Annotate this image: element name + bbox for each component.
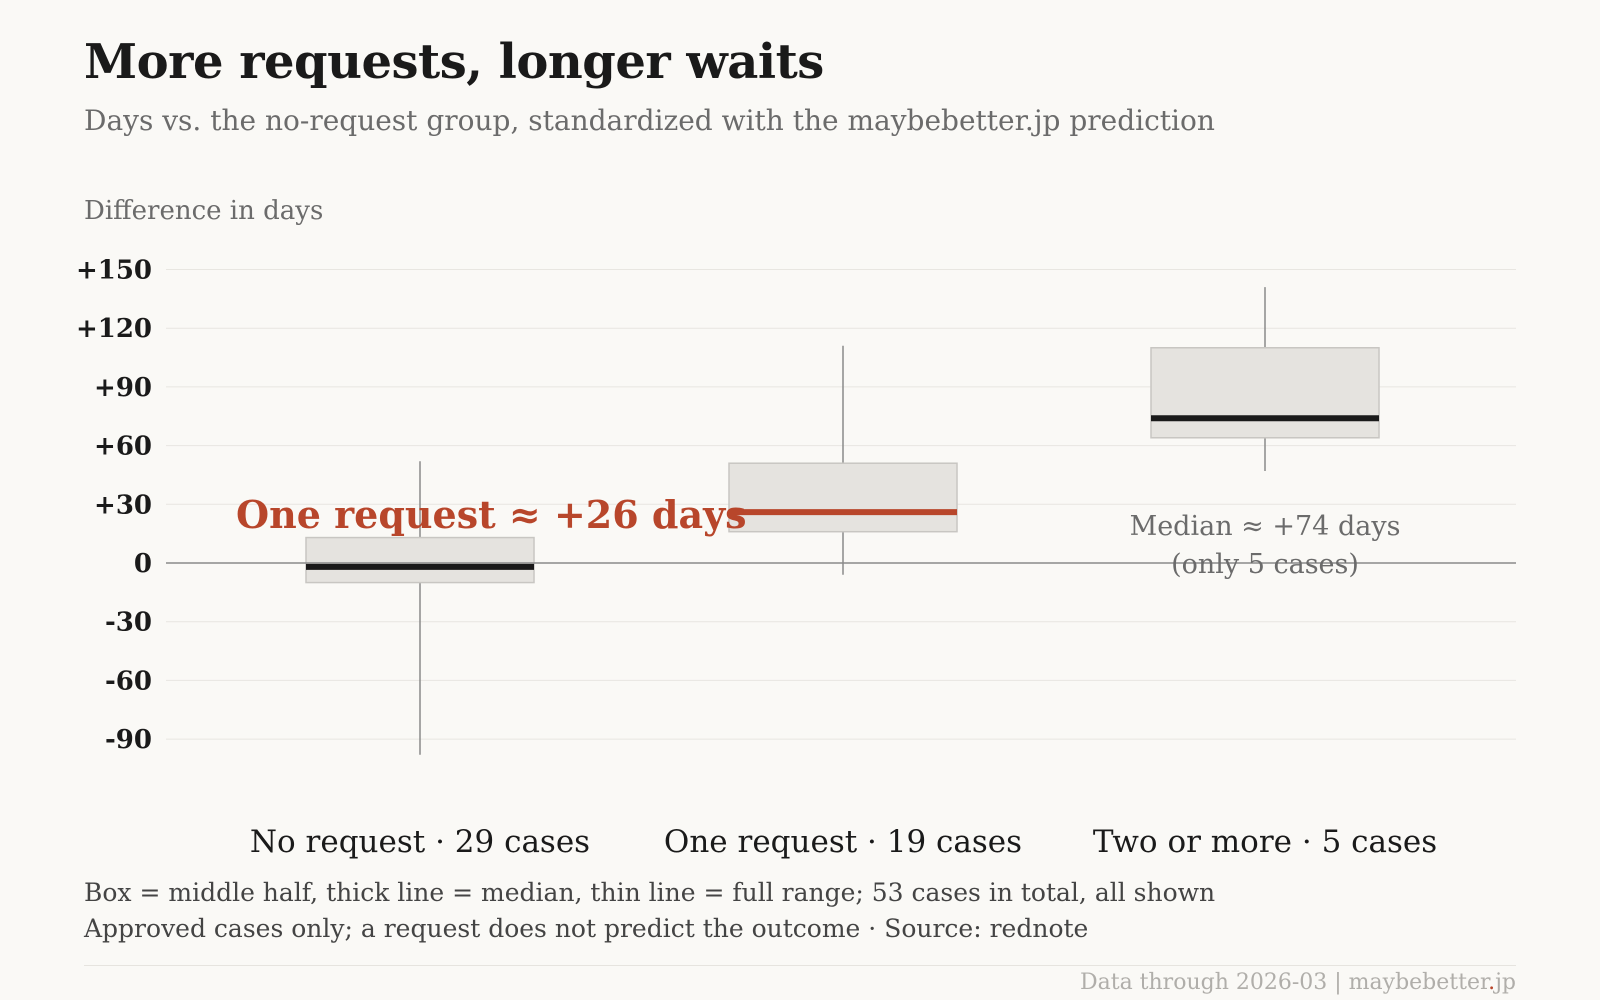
annotation-median: Median ≈ +74 days [1130,511,1401,542]
y-tick-label: +30 [94,490,152,520]
x-category-labels: No request · 29 cases One request · 19 ca… [250,824,1437,860]
x-category-label: One request · 19 cases [664,824,1022,860]
credit-suffix: jp [1495,970,1516,995]
annotation-few-cases: (only 5 cases) [1171,549,1359,580]
y-tick-label: -90 [105,725,152,755]
chart-subtitle: Days vs. the no-request group, standardi… [84,104,1215,137]
y-tick-label: +120 [76,314,152,344]
credit-dot: . [1488,970,1496,995]
y-tick-labels: +150 +120 +90 +60 +30 0 -30 -60 -90 [76,256,152,756]
boxes [166,287,1516,755]
x-category-label: No request · 29 cases [250,824,590,860]
y-axis-label: Difference in days [84,196,324,226]
footnote-method: Box = middle half, thick line = median, … [84,878,1216,907]
box-group [1150,287,1380,472]
y-tick-label: +150 [76,256,152,286]
credit-text: Data through 2026-03 | maybebetter [1079,970,1489,995]
x-category-label: Two or more · 5 cases [1093,824,1437,860]
box-iqr [728,462,958,533]
credit-line: Data through 2026-03 | maybebetter.jp [1080,970,1516,995]
y-tick-label: -60 [105,666,152,696]
y-tick-label: -30 [105,608,152,638]
footnote-source: Approved cases only; a request does not … [84,914,1089,943]
box-group [728,345,958,575]
y-tick-label: +60 [94,432,152,462]
y-tick-label: 0 [134,549,152,579]
box-plot-chart: +150 +120 +90 +60 +30 0 -30 -60 -90 No request ·… [76,256,1516,860]
box-iqr [1150,347,1380,439]
annotations: One request ≈ +26 days Median ≈ +74 days (… [236,492,1400,580]
box-iqr [305,536,535,584]
annotation-one-request: One request ≈ +26 days [236,492,747,537]
y-tick-label: +90 [94,373,152,403]
chart-title: More requests, longer waits [84,34,824,90]
footer-divider [84,965,1516,966]
box-group [305,461,535,755]
